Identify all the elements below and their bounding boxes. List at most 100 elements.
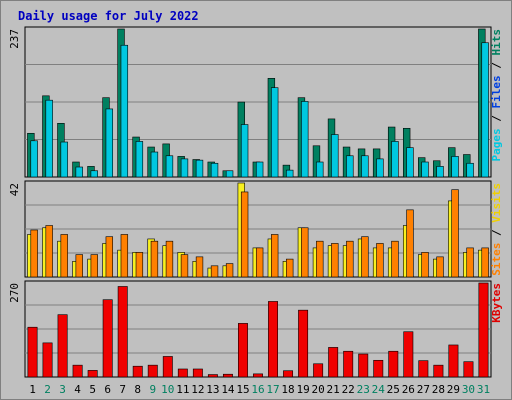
bar-files-day-30 <box>466 162 474 178</box>
bar-files-day-13 <box>210 162 219 178</box>
x-tick-label: 1 <box>29 383 36 396</box>
bar-kbytes-day-3 <box>57 314 68 378</box>
x-tick-label: 15 <box>236 383 249 396</box>
bar-files-day-14 <box>225 170 234 178</box>
bar-sites-day-2 <box>45 225 53 278</box>
bar-files-day-11 <box>180 158 189 178</box>
side-label-part: KBytes <box>490 283 503 323</box>
bar-sites-day-20 <box>316 240 324 278</box>
bar-files-day-20 <box>316 161 324 178</box>
bar-files-day-2 <box>45 99 53 178</box>
bar-files-day-19 <box>301 101 309 178</box>
x-tick-label: 31 <box>477 383 490 396</box>
x-tick-label: 7 <box>119 383 126 396</box>
bar-kbytes-day-16 <box>253 373 263 378</box>
bar-files-day-7 <box>120 44 129 178</box>
bar-files-day-16 <box>255 161 264 178</box>
bar-sites-day-19 <box>301 227 309 278</box>
bar-sites-day-21 <box>331 243 339 278</box>
bar-kbytes-day-11 <box>177 368 188 378</box>
bar-kbytes-day-1 <box>27 326 38 378</box>
bar-files-day-5 <box>90 170 98 178</box>
bar-files-day-18 <box>286 169 294 178</box>
bar-sites-day-23 <box>361 236 369 278</box>
bar-files-day-26 <box>406 147 414 178</box>
x-axis-labels: 1 2 3 4 5 6 7 8 9 10 11 12 13 14 15 16 17 18 19 20 21 22 23 24 2… <box>29 383 490 396</box>
x-tick-label: 25 <box>387 383 400 396</box>
x-tick-label: 28 <box>432 383 445 396</box>
bar-sites-day-17 <box>270 234 279 278</box>
x-tick-label: 2 <box>44 383 51 396</box>
x-tick-label: 13 <box>206 383 219 396</box>
bar-kbytes-day-5 <box>87 370 98 378</box>
side-label-part: Visits <box>490 183 503 223</box>
bar-sites-day-18 <box>286 258 294 278</box>
x-tick-label: 24 <box>372 383 386 396</box>
bar-sites-day-14 <box>225 263 234 278</box>
side-label-part: Pages <box>490 128 503 161</box>
x-tick-label: 18 <box>281 383 294 396</box>
bar-files-day-25 <box>391 141 399 178</box>
bar-kbytes-day-6 <box>102 299 113 378</box>
x-tick-label: 11 <box>176 383 189 396</box>
bar-kbytes-day-2 <box>42 342 53 378</box>
side-label-part: Hits <box>490 29 503 56</box>
x-tick-label: 26 <box>402 383 415 396</box>
panels-layer: 237 Pages / Files / Hits 42 Sites / Visits 2… <box>8 26 503 378</box>
series-side-label: Sites / Visits <box>490 183 503 276</box>
x-tick-label: 10 <box>161 383 174 396</box>
bar-sites-day-8 <box>135 252 144 278</box>
side-label-part: Files <box>490 75 503 108</box>
side-label-part: / <box>490 56 503 76</box>
side-label-part: Sites <box>490 243 503 276</box>
bar-kbytes-day-4 <box>72 364 83 378</box>
bar-sites-day-26 <box>406 209 414 278</box>
x-tick-label: 23 <box>357 383 370 396</box>
bar-files-day-21 <box>331 134 339 178</box>
x-tick-label: 21 <box>327 383 340 396</box>
bar-sites-day-7 <box>120 234 129 278</box>
bar-kbytes-day-31 <box>478 282 489 378</box>
bar-kbytes-day-23 <box>358 353 369 378</box>
bar-kbytes-day-10 <box>162 356 173 378</box>
bar-files-day-9 <box>150 151 159 178</box>
bar-sites-day-22 <box>346 240 354 278</box>
bar-files-day-6 <box>105 108 114 178</box>
bar-files-day-15 <box>240 124 249 178</box>
bar-kbytes-day-17 <box>268 301 278 378</box>
bar-kbytes-day-28 <box>433 364 444 378</box>
bar-files-day-28 <box>436 166 444 178</box>
x-tick-label: 16 <box>251 383 264 396</box>
x-tick-label: 20 <box>312 383 325 396</box>
bar-sites-day-16 <box>255 247 264 278</box>
bar-files-day-17 <box>270 87 279 178</box>
bar-files-day-31 <box>481 42 489 178</box>
bar-files-day-10 <box>165 155 174 178</box>
bar-kbytes-day-14 <box>222 373 233 378</box>
kbytes-panel: 270 KBytes <box>8 280 503 378</box>
bar-kbytes-day-18 <box>283 370 294 378</box>
bar-sites-day-3 <box>60 234 68 278</box>
y-max-label: 237 <box>8 29 21 49</box>
bar-kbytes-day-24 <box>373 359 384 378</box>
bar-kbytes-day-9 <box>147 364 158 378</box>
bar-files-day-1 <box>30 140 38 178</box>
bar-sites-day-9 <box>150 240 159 278</box>
bar-sites-day-1 <box>30 229 38 278</box>
series-side-label: KBytes <box>490 283 503 323</box>
bar-kbytes-day-15 <box>238 323 248 378</box>
bar-kbytes-day-12 <box>192 368 203 378</box>
bar-sites-day-12 <box>195 256 204 278</box>
bar-sites-day-6 <box>105 236 114 278</box>
bar-sites-day-4 <box>75 254 83 278</box>
bar-kbytes-day-27 <box>418 360 429 378</box>
bar-files-day-12 <box>195 159 204 178</box>
visits-panel: 42 Sites / Visits <box>8 180 503 278</box>
chart-title: Daily usage for July 2022 <box>18 9 199 23</box>
hits-panel: 237 Pages / Files / Hits <box>8 26 503 178</box>
x-tick-label: 29 <box>447 383 460 396</box>
series-side-label: Pages / Files / Hits <box>490 29 503 162</box>
x-tick-label: 14 <box>221 383 235 396</box>
bar-files-day-8 <box>135 141 144 178</box>
